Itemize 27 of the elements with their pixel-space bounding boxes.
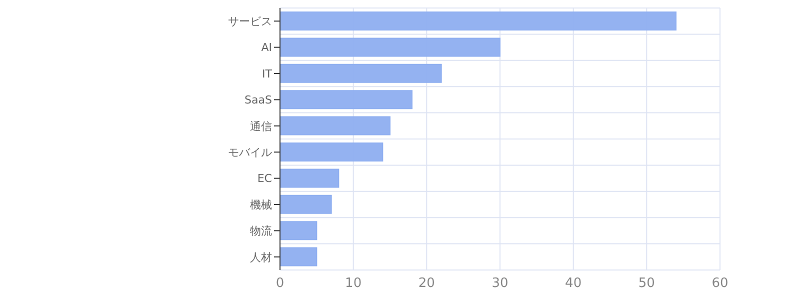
bar	[280, 116, 390, 136]
y-tick-label: EC	[257, 172, 272, 186]
bar	[280, 221, 318, 240]
y-tick-label: 人材	[250, 250, 272, 264]
bar	[280, 142, 384, 162]
bar	[280, 90, 412, 110]
y-tick-label: AI	[261, 41, 272, 54]
x-tick-label: 50	[638, 276, 655, 292]
y-tick-label: 機械	[250, 198, 272, 212]
bar	[280, 247, 318, 266]
bar	[280, 194, 332, 214]
y-tick-label: 物流	[250, 224, 272, 238]
bar	[280, 38, 500, 57]
x-tick-label: 20	[418, 276, 435, 292]
x-tick-label: 10	[345, 276, 362, 292]
bar	[280, 12, 676, 30]
x-tick-label: 0	[276, 276, 284, 292]
x-tick-label: 40	[565, 276, 582, 292]
y-tick-label: 通信	[250, 120, 272, 133]
y-tick-label: モバイル	[228, 146, 272, 160]
y-tick-label: サービス	[228, 15, 272, 28]
x-tick-label: 60	[712, 276, 728, 292]
y-tick-label: IT	[262, 67, 272, 80]
x-tick-label: 30	[492, 276, 508, 292]
bar	[280, 168, 340, 188]
y-tick-label: SaaS	[244, 94, 272, 107]
bar	[280, 64, 442, 83]
